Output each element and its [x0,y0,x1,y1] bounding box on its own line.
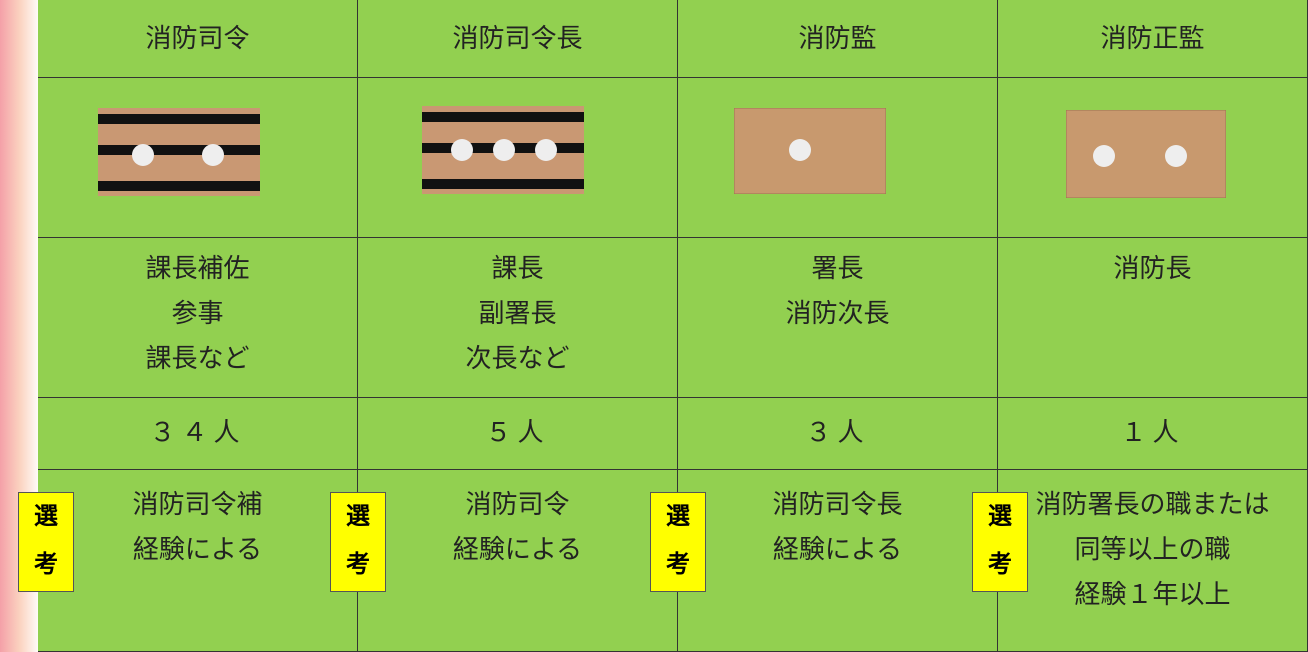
duty-text: 次長など [465,344,570,373]
selection-badge: 選考 [18,492,74,592]
badge-char: 選 [34,504,58,530]
promotion-text: 消防司令長 [772,490,903,519]
duty-text: 課長など [145,344,250,373]
badge-char: 考 [988,552,1012,578]
table-cell: 消防監 [678,0,998,78]
badge-char: 考 [346,552,370,578]
selection-badge: 選考 [330,492,386,592]
table-cell: 消防司令長経験による [678,470,998,652]
table-cell: 消防司令 経験による [358,470,678,652]
duty-text: 副署長 [478,299,557,328]
badge-char: 選 [346,504,370,530]
table-cell: 消防正監 [998,0,1308,78]
duty-text: 課長 [491,254,544,283]
badge-char: 考 [666,552,690,578]
header-text: 消防監 [798,24,877,53]
header-text: 消防司令長 [452,24,583,53]
table-cell [678,78,998,238]
count-text: ３４人 [149,418,246,447]
selection-badge: 選考 [972,492,1028,592]
duty-text: 課長補佐 [145,254,250,283]
table-cell: ５人 [358,398,678,470]
insignia [98,108,260,196]
duty-text: 署長 [811,254,864,283]
count-text: ５人 [485,418,550,447]
promotion-text: 消防司令 [465,490,570,519]
insignia [1066,110,1226,198]
promotion-text: 経験１年以上 [1074,580,1231,609]
promotion-text: 消防署長の職または [1035,490,1270,519]
duty-text: 消防次長 [785,299,890,328]
table-cell: 課長 副署長 次長など [358,238,678,398]
count-text: １人 [1120,418,1185,447]
table-cell: 消防司令補経験による [38,470,358,652]
promotion-text: 同等以上の職 [1074,535,1231,564]
insignia [422,106,584,194]
table-cell: 署長 消防次長 [678,238,998,398]
selection-badge: 選考 [650,492,706,592]
duty-text: 消防長 [1113,254,1192,283]
badge-char: 選 [666,504,690,530]
promotion-text: 経験による [452,535,583,564]
header-text: 消防司令 [145,24,250,53]
promotion-text: 経験による [772,535,903,564]
table-cell [358,78,678,238]
table-cell: 消防司令長 [358,0,678,78]
table-cell: 消防司令 [38,0,358,78]
promotion-text: 消防司令補 [132,490,263,519]
badge-char: 考 [34,552,58,578]
table-cell: 消防長 [998,238,1308,398]
header-text: 消防正監 [1100,24,1205,53]
table-cell: ３４人 [38,398,358,470]
duty-text: 参事 [171,299,224,328]
table-cell: ３人 [678,398,998,470]
table-cell [38,78,358,238]
table-cell: １人 [998,398,1308,470]
badge-char: 選 [988,504,1012,530]
table-cell: 課長補佐参事課長など [38,238,358,398]
insignia [734,108,886,194]
count-text: ３人 [805,418,870,447]
promotion-text: 経験による [132,535,263,564]
table-cell: 消防署長の職または 同等以上の職 経験１年以上 [998,470,1308,652]
